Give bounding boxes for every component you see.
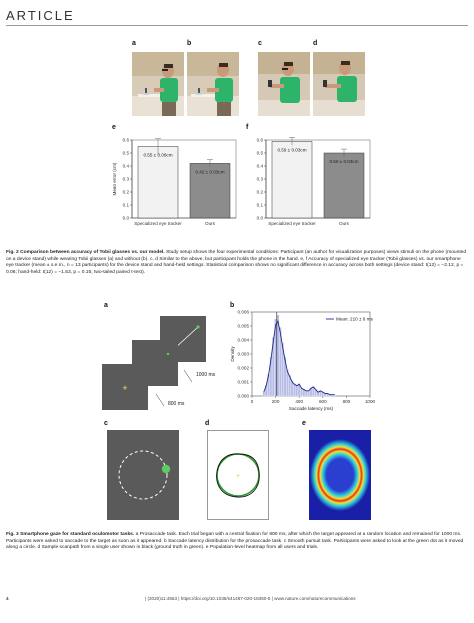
user-scanpath (216, 453, 260, 498)
fig3-prosaccade-diagram: + (102, 316, 206, 410)
fig3-smooth-pursuit-screen (107, 430, 179, 520)
fig3-caption: Fig. 3 Smartphone gaze for standard ocul… (6, 532, 468, 552)
fig3-caption-title: Fig. 3 Smartphone gaze for standard ocul… (6, 532, 135, 537)
chart-e-bar-label-0: 0.55 ± 0.06cm (143, 153, 172, 158)
chart-e-bar-0 (137, 146, 179, 219)
hist-xtick-label-0: 0 (251, 399, 254, 404)
chart-f-bar-label-0: 0.59 ± 0.03cm (277, 147, 306, 152)
journal-section-header: ARTICLE (6, 8, 75, 23)
chart-f-ytick-label-3: 0.3 (257, 177, 264, 182)
fig3-latency-histogram: 0.000 0.001 0.002 0.003 0.004 0.005 0.006 0 200 4… (230, 310, 376, 412)
chart-e-ytick-label-0: 0.0 (123, 216, 130, 221)
chart-f-ytick-label-1: 0.1 (257, 203, 264, 208)
chart-e-category-1: Ours (205, 221, 216, 226)
fig2-photo-d (313, 52, 365, 116)
chart-e-bar-label-1: 0.42 ± 0.03cm (195, 169, 224, 174)
chart-f-bar-1 (323, 152, 365, 219)
hist-xtick-label-2: 400 (295, 399, 303, 404)
hist-xtick-label-3: 600 (319, 399, 327, 404)
hist-ytick-label-5: 0.005 (238, 324, 250, 329)
fig2-caption-body: Study setup shows the four experimental … (6, 250, 467, 275)
scanpath-center-cross: + (236, 473, 240, 480)
fig2-panel-letter-f: f (246, 124, 249, 131)
footer-citation: | (2020)11:4553 | https://doi.org/10.103… (145, 596, 356, 601)
chart-f-ytick-label-6: 0.6 (257, 138, 264, 143)
fig2-photo-c (258, 52, 310, 116)
pursuit-circle-path (118, 450, 168, 500)
chart-f-ytick-label-2: 0.2 (257, 190, 264, 195)
chart-e-ytick-label-3: 0.3 (123, 177, 130, 182)
screen-fixation (102, 364, 148, 410)
fig2-caption-title: Fig. 2 Comparison between accuracy of To… (6, 250, 165, 255)
timing-tick-800 (155, 393, 165, 407)
timing-label-1000ms: 1000 ms (196, 372, 216, 378)
chart-f-ytick-label-4: 0.4 (257, 164, 264, 169)
chart-e-bar-1 (189, 163, 231, 219)
hist-bin-14 (295, 384, 299, 397)
hist-density-curve (263, 320, 335, 396)
target-dot (196, 325, 200, 329)
fig3-panel-letter-a: a (104, 302, 108, 309)
chart-e-ytick-label-4: 0.4 (123, 164, 130, 169)
fig2-panel-letter-e: e (112, 124, 116, 131)
header-divider (6, 25, 468, 26)
chart-e-ylabel: Mean error (cm) (112, 162, 117, 195)
hist-legend-label: Mean: 210 ± 6 ms (336, 317, 373, 322)
fig2-caption: Fig. 2 Comparison between accuracy of To… (6, 250, 468, 276)
chart-e-category-0: Specialized eye tracker (134, 221, 182, 226)
fig2-panel-letter-b: b (187, 40, 192, 47)
heatmap-ring (310, 439, 370, 511)
fig3-panel-letter-d: d (205, 420, 210, 427)
hist-ytick-label-2: 0.002 (238, 366, 250, 371)
chart-f-bar-label-1: 0.50 ± 0.03cm (329, 159, 358, 164)
hist-xtick-label-5: 1000 (365, 399, 376, 404)
fixation-cross: + (122, 383, 127, 393)
fig2-chart-e: 0.0 0.1 0.2 0.3 0.4 0.5 0.6 Mean error (cm) 0.55… (112, 138, 237, 226)
fig2-panel-letter-d: d (313, 40, 318, 47)
fig3-scanpath: + (207, 430, 269, 520)
fig3-panel-letter-b: b (230, 302, 235, 309)
hist-ytick-label-1: 0.001 (238, 380, 250, 385)
hist-ytick-label-6: 0.006 (238, 310, 250, 315)
chart-f-category-0: Specialized eye tracker (268, 221, 316, 226)
target-dot-onset (166, 352, 170, 356)
hist-ylabel: Density (230, 346, 235, 362)
fig2-photo-b (187, 52, 239, 116)
fig3-population-heatmap (309, 430, 371, 520)
chart-e-ytick-label-5: 0.5 (123, 151, 130, 156)
hist-ytick-label-3: 0.003 (238, 352, 250, 357)
chart-f-bar-0 (271, 141, 313, 219)
hist-bin-30 (333, 394, 336, 397)
fig3-caption-body: a Prosaccade task. Each trial began with… (6, 532, 464, 551)
chart-f-category-1: Ours (339, 221, 350, 226)
hist-ytick-label-0: 0.000 (238, 394, 250, 399)
fig3-panel-letter-e: e (302, 420, 306, 427)
timing-label-800ms: 800 ms (168, 401, 185, 407)
chart-e-ytick-label-6: 0.6 (123, 138, 130, 143)
fig2-chart-f: 0.0 0.1 0.2 0.3 0.4 0.5 0.6 0.59 ± 0.03cm Specia… (257, 137, 371, 226)
timing-tick-1000 (183, 369, 193, 383)
chart-e-ytick-label-1: 0.1 (123, 203, 130, 208)
hist-xtick-label-4: 800 (343, 399, 351, 404)
chart-f-ytick-label-5: 0.5 (257, 151, 264, 156)
chart-e-ytick-label-2: 0.2 (123, 190, 130, 195)
hist-xtick-label-1: 200 (272, 399, 280, 404)
chart-f-ytick-label-0: 0.0 (257, 216, 264, 221)
pursuit-target-dot (161, 464, 171, 474)
fig2-panel-letter-c: c (258, 40, 262, 47)
fig2-photo-a (132, 52, 184, 116)
hist-ytick-label-4: 0.004 (238, 338, 250, 343)
page-number: 4 (6, 596, 9, 601)
fig2-panel-letter-a: a (132, 40, 136, 47)
hist-bin-0 (262, 391, 266, 397)
fig3-panel-letter-c: c (104, 420, 108, 427)
hist-xlabel: Saccade latency (ms) (289, 406, 334, 411)
